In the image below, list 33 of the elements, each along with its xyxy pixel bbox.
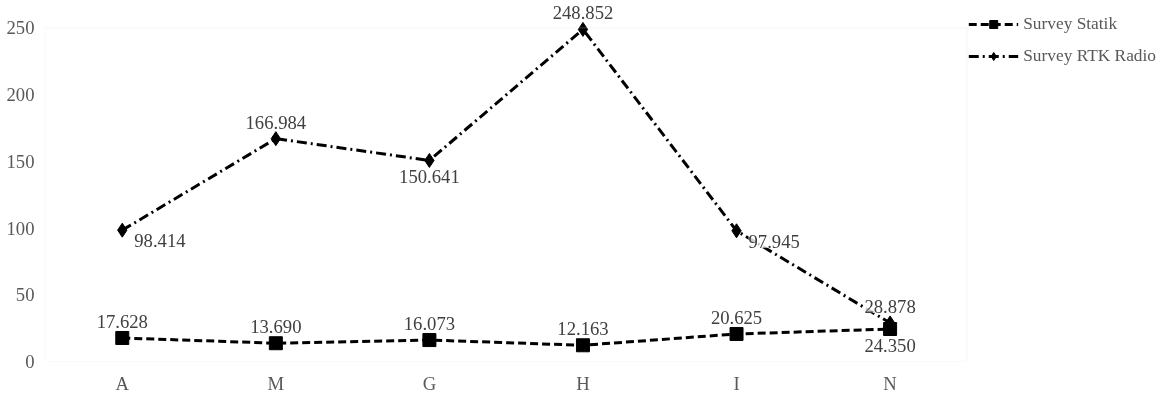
point xyxy=(270,131,282,147)
data-label: 20.625 xyxy=(710,306,763,328)
data-label: 16.073 xyxy=(403,313,456,335)
point xyxy=(115,330,130,345)
point xyxy=(575,338,590,353)
data-label: 97.945 xyxy=(748,230,800,252)
y-tick-label: 250 xyxy=(6,17,35,39)
data-label: 150.641 xyxy=(399,166,460,188)
data-label: 24.350 xyxy=(864,335,916,356)
x-tick-label: A xyxy=(115,372,130,394)
legend-label: Survey Statik xyxy=(1023,14,1118,34)
x-tick-label: G xyxy=(422,372,437,394)
data-label: 12.163 xyxy=(557,318,609,340)
data-label: 17.628 xyxy=(96,310,148,332)
y-tick-label: 0 xyxy=(25,351,35,372)
x-tick-label: I xyxy=(733,372,740,394)
data-label: 166.984 xyxy=(245,111,307,133)
data-label: 28.878 xyxy=(864,295,916,317)
data-label: 248.852 xyxy=(552,2,614,24)
data-label: 98.414 xyxy=(134,230,187,252)
y-tick-label: 150 xyxy=(6,150,35,172)
point xyxy=(729,326,744,341)
y-tick-label: 200 xyxy=(6,84,35,106)
x-tick-label: M xyxy=(267,372,285,394)
point xyxy=(268,336,283,351)
x-tick-label: H xyxy=(576,372,590,394)
x-tick-label: N xyxy=(883,372,898,394)
point xyxy=(577,21,589,37)
y-tick-label: 50 xyxy=(15,284,35,306)
y-tick-label: 100 xyxy=(6,217,35,239)
data-label: 13.690 xyxy=(250,316,302,338)
point xyxy=(422,333,437,348)
legend-label: Survey RTK Radio xyxy=(1023,46,1156,66)
